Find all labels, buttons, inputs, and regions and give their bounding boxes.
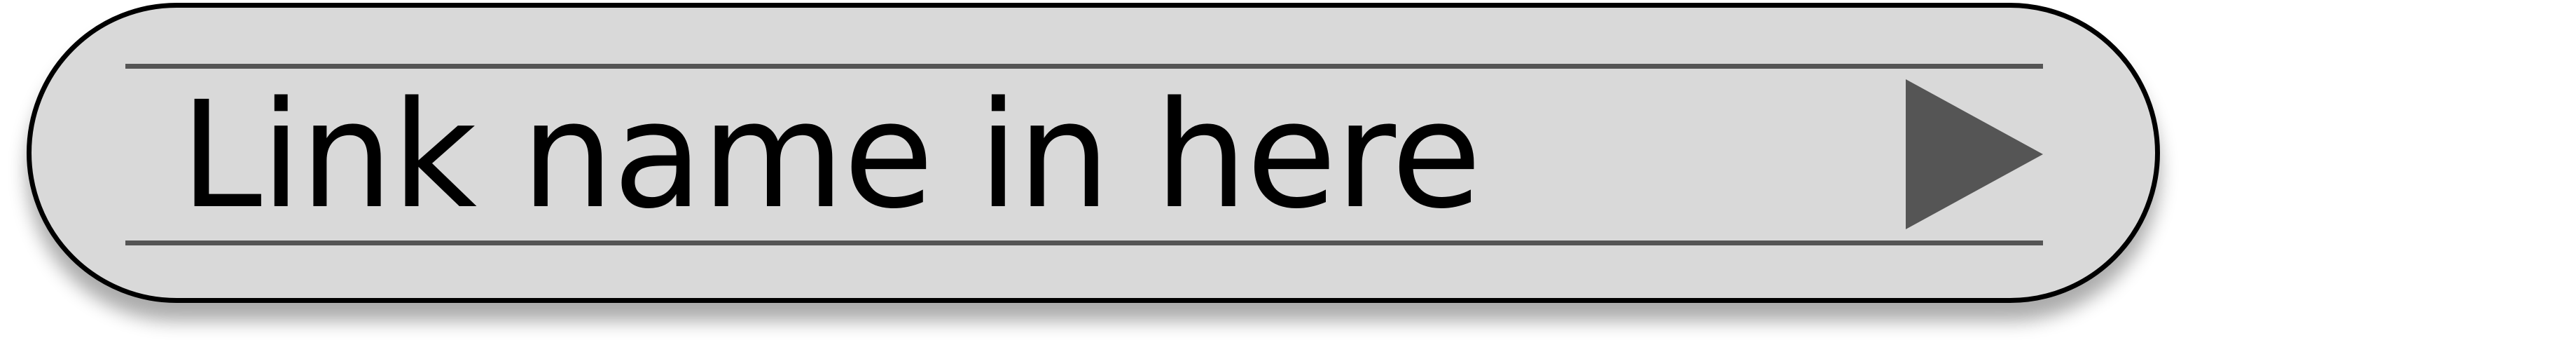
bottom-rule (125, 241, 2043, 245)
link-label: Link name in here (180, 69, 1482, 241)
link-button[interactable]: Link name in here (27, 3, 2160, 303)
play-arrow-right-icon (1906, 79, 2043, 229)
top-rule (125, 64, 2043, 69)
